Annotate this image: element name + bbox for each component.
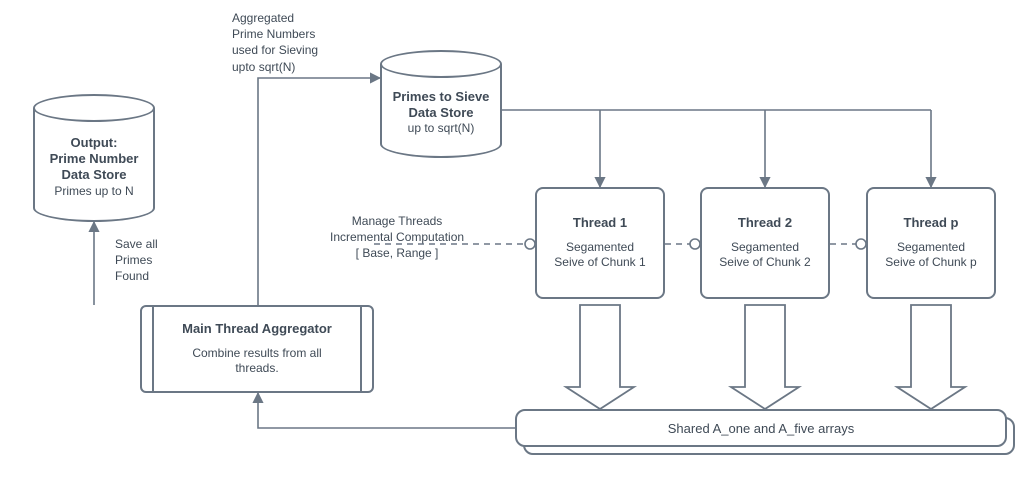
sieve-store-title: Primes to SieveData Store — [388, 89, 494, 122]
thread-sub: SegamentedSeive of Chunk 2 — [708, 240, 822, 271]
output-store: Output:Prime NumberData StorePrimes up t… — [33, 94, 155, 222]
output-store-sub: Primes up to N — [41, 184, 147, 200]
sieve-store-sub: up to sqrt(N) — [388, 121, 494, 137]
sieve-store: Primes to SieveData Storeup to sqrt(N) — [380, 50, 502, 158]
output-store-title: Output:Prime NumberData Store — [41, 135, 147, 184]
thread-box-2: Thread 2 SegamentedSeive of Chunk 2 — [700, 187, 830, 299]
thread-title: Thread 1 — [543, 215, 657, 231]
thread-title: Thread 2 — [708, 215, 822, 231]
thread-title: Thread p — [874, 215, 988, 231]
shared-arrays-label: Shared A_one and A_five arrays — [668, 421, 854, 436]
label-save-primes: Save allPrimesFound — [115, 236, 158, 285]
thread-sub: SegamentedSeive of Chunk p — [874, 240, 988, 271]
thread-box-1: Thread 1 SegamentedSeive of Chunk 1 — [535, 187, 665, 299]
aggregator-sub: Combine results from allthreads. — [160, 346, 354, 377]
label-manage-threads: Manage ThreadsIncremental Computation[ B… — [330, 213, 464, 262]
aggregator-title: Main Thread Aggregator — [160, 321, 354, 337]
label-aggregated: AggregatedPrime Numbersused for Sievingu… — [232, 10, 318, 75]
thread-sub: SegamentedSeive of Chunk 1 — [543, 240, 657, 271]
thread-box-3: Thread p SegamentedSeive of Chunk p — [866, 187, 996, 299]
shared-arrays: Shared A_one and A_five arrays — [515, 409, 1007, 447]
main-thread-aggregator: Main Thread Aggregator Combine results fr… — [140, 305, 374, 393]
